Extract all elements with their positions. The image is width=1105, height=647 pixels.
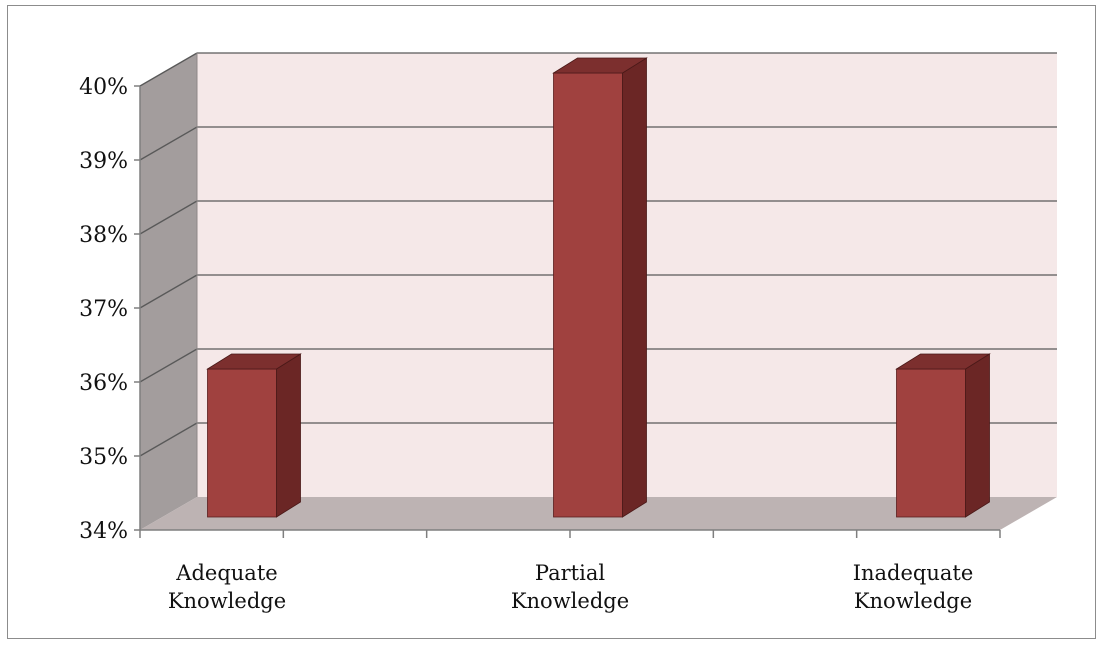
x-category-label-line: Knowledge xyxy=(854,589,972,613)
gridline-side xyxy=(139,348,198,383)
bar xyxy=(896,368,966,518)
y-tick-label: 34% xyxy=(79,519,128,544)
gridline-side xyxy=(139,422,198,457)
x-category-label-line: Partial xyxy=(535,561,605,585)
bar-side xyxy=(965,353,990,518)
bar-top xyxy=(206,353,302,370)
y-tick-label: 39% xyxy=(79,149,128,174)
x-category-label-line: Inadequate xyxy=(853,561,974,585)
bar-side xyxy=(276,353,301,518)
gridline-side xyxy=(139,274,198,309)
y-tick-label: 37% xyxy=(79,297,128,322)
x-category-label: Adequate Knowledge xyxy=(168,561,286,613)
x-category-label-line: Knowledge xyxy=(168,589,286,613)
x-category-label: Partial Knowledge xyxy=(511,561,629,613)
y-tick-label: 36% xyxy=(79,371,128,396)
gridline-side xyxy=(139,52,198,87)
bar-top xyxy=(552,57,648,74)
y-tick-label: 35% xyxy=(79,445,128,470)
gridline-side xyxy=(139,126,198,161)
bar xyxy=(553,72,623,518)
x-category-label-line: Adequate xyxy=(175,561,277,585)
y-tick-label: 40% xyxy=(79,75,128,100)
y-tick-label: 38% xyxy=(79,223,128,248)
bar-top xyxy=(895,353,991,370)
gridline-side xyxy=(139,200,198,235)
x-category-label-line: Knowledge xyxy=(511,589,629,613)
x-category-label: Inadequate Knowledge xyxy=(853,561,974,613)
bar-side xyxy=(622,57,647,518)
bar xyxy=(207,368,277,518)
